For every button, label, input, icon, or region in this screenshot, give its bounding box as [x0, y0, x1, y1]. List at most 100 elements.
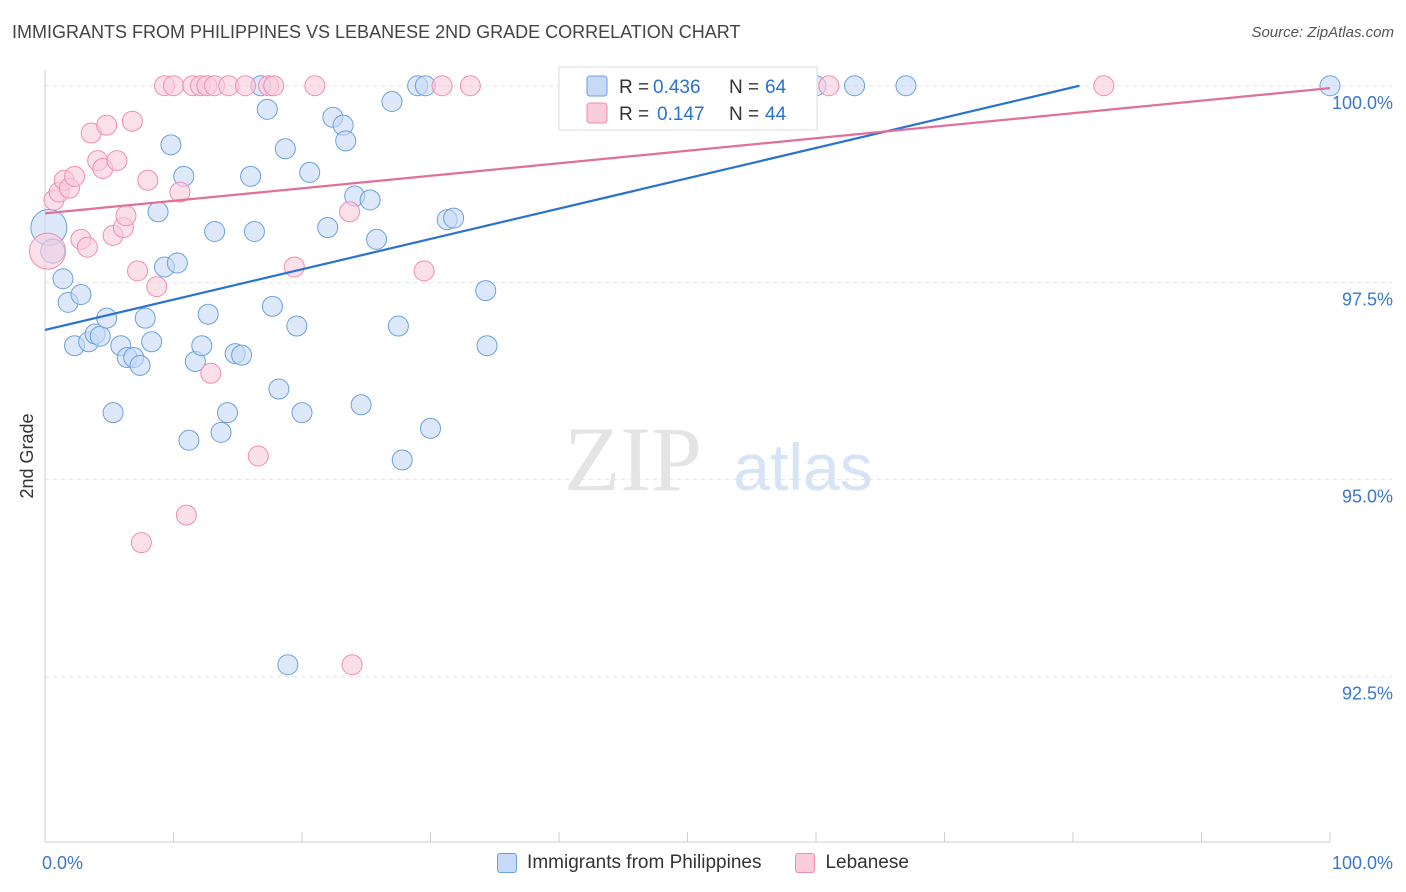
point-philippines-50 — [381, 91, 403, 113]
point-philippines-2 — [52, 268, 74, 290]
watermark-zip: ZIP — [564, 408, 702, 510]
point-lebanese-17 — [127, 260, 149, 282]
point-lebanese-31 — [234, 75, 256, 97]
point-philippines-55 — [420, 417, 441, 439]
point-philippines-58 — [475, 280, 497, 302]
point-philippines-31 — [240, 165, 262, 187]
point-philippines-52 — [391, 449, 413, 471]
watermark: ZIP atlas — [564, 408, 873, 510]
watermark-atlas: atlas — [733, 430, 872, 504]
legend-r-label-philippines: R = — [619, 77, 649, 98]
series-legend: Immigrants from Philippines Lebanese — [0, 852, 1406, 874]
point-lebanese-15 — [115, 205, 137, 227]
y-tick-label-2: 95.0% — [1342, 487, 1393, 507]
point-lebanese-22 — [163, 75, 184, 97]
point-lebanese-38 — [341, 654, 363, 676]
legend-n-value-lebanese: 44 — [765, 104, 787, 125]
point-philippines-32 — [243, 220, 265, 242]
point-lebanese-34 — [263, 75, 285, 97]
point-philippines-57 — [443, 207, 465, 229]
point-philippines-15 — [134, 307, 156, 329]
point-philippines-62 — [895, 75, 917, 97]
point-lebanese-37 — [339, 201, 361, 223]
point-philippines-61 — [844, 75, 866, 97]
trend-line-philippines — [44, 84, 1080, 332]
point-philippines-41 — [299, 161, 321, 183]
point-philippines-20 — [166, 252, 188, 274]
point-philippines-38 — [277, 654, 299, 676]
chart-title: IMMIGRANTS FROM PHILIPPINES VS LEBANESE … — [12, 22, 741, 42]
point-lebanese-39 — [413, 260, 435, 282]
point-philippines-47 — [350, 394, 372, 416]
legend-r-value-lebanese: 0.147 — [657, 104, 705, 125]
point-lebanese-19 — [137, 169, 159, 191]
legend-label-lebanese: Lebanese — [825, 852, 909, 873]
point-lebanese-42 — [818, 75, 840, 97]
legend-n-label-philippines: N = — [729, 77, 759, 98]
point-lebanese-28 — [200, 362, 222, 384]
point-lebanese-43 — [1093, 75, 1115, 97]
point-philippines-28 — [216, 402, 238, 424]
point-philippines-26 — [204, 220, 226, 242]
point-philippines-35 — [261, 295, 283, 317]
point-lebanese-16 — [121, 110, 143, 132]
point-lebanese-36 — [304, 75, 326, 97]
point-philippines-49 — [366, 228, 388, 250]
stats-legend: R = 0.436 N = 64 R = 0.147 N = 44 — [558, 66, 818, 131]
point-lebanese-0 — [29, 232, 67, 270]
point-lebanese-11 — [96, 114, 118, 136]
point-philippines-14 — [129, 354, 151, 376]
point-philippines-5 — [70, 284, 92, 306]
point-philippines-19 — [160, 134, 182, 156]
point-lebanese-40 — [431, 75, 453, 97]
point-lebanese-35 — [283, 256, 305, 278]
legend-item-lebanese: Lebanese — [795, 852, 909, 874]
legend-item-philippines: Immigrants from Philippines — [497, 852, 761, 874]
legend-swatch-lebanese-bottom — [795, 853, 816, 873]
point-philippines-36 — [268, 378, 290, 400]
point-philippines-45 — [335, 130, 357, 152]
x-tick-marks — [44, 832, 1331, 842]
point-philippines-10 — [102, 402, 124, 424]
chart-source: Source: ZipAtlas.com — [1251, 24, 1394, 41]
data-points — [29, 75, 1341, 676]
legend-swatch-lebanese — [586, 102, 608, 124]
point-philippines-42 — [317, 217, 339, 239]
legend-r-label-lebanese: R = — [619, 104, 649, 125]
point-lebanese-32 — [247, 445, 269, 467]
point-lebanese-20 — [146, 276, 168, 298]
y-tick-labels: 100.0% 97.5% 95.0% 92.5% — [1332, 93, 1393, 704]
point-lebanese-18 — [130, 532, 152, 554]
trend-lines — [44, 84, 1331, 332]
y-axis-label: 2nd Grade — [17, 413, 37, 498]
legend-label-philippines: Immigrants from Philippines — [527, 852, 762, 873]
legend-n-value-philippines: 64 — [765, 77, 787, 98]
point-philippines-63 — [1319, 75, 1341, 97]
point-philippines-34 — [256, 98, 278, 120]
point-philippines-37 — [274, 138, 296, 160]
x-tick-label-1: 100.0% — [1332, 853, 1393, 873]
point-lebanese-23 — [169, 181, 191, 203]
legend-n-label-lebanese: N = — [729, 104, 759, 125]
point-philippines-59 — [476, 335, 498, 357]
point-philippines-40 — [291, 402, 313, 424]
point-philippines-16 — [141, 331, 163, 353]
point-philippines-48 — [359, 189, 381, 211]
point-lebanese-13 — [106, 150, 128, 172]
point-philippines-27 — [210, 421, 232, 443]
point-philippines-30 — [231, 344, 253, 366]
point-philippines-8 — [89, 325, 111, 347]
point-philippines-22 — [178, 429, 200, 451]
point-philippines-39 — [286, 315, 308, 337]
y-tick-label-0: 100.0% — [1332, 93, 1393, 113]
point-philippines-51 — [387, 315, 409, 337]
legend-swatch-philippines-bottom — [497, 853, 518, 873]
point-lebanese-7 — [76, 236, 98, 258]
legend-r-value-philippines: 0.436 — [653, 77, 701, 98]
x-tick-label-0: 0.0% — [42, 853, 83, 873]
point-philippines-24 — [191, 335, 213, 357]
y-tick-label-3: 92.5% — [1342, 684, 1393, 704]
point-lebanese-24 — [175, 504, 197, 526]
x-tick-labels: 0.0% 100.0% — [42, 853, 1393, 873]
